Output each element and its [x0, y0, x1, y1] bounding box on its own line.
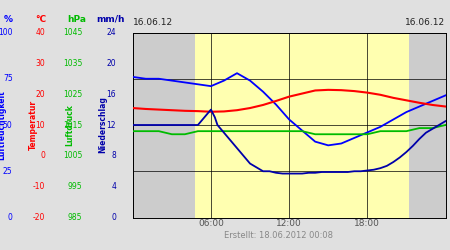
Text: -10: -10 [32, 182, 45, 191]
Text: 40: 40 [35, 28, 45, 37]
Text: 75: 75 [3, 74, 13, 83]
Text: 12: 12 [107, 120, 116, 130]
Text: 995: 995 [68, 182, 82, 191]
Text: 1005: 1005 [63, 151, 82, 160]
Text: 100: 100 [0, 28, 13, 37]
Text: 24: 24 [107, 28, 116, 37]
Text: %: % [4, 15, 13, 24]
Text: 16: 16 [107, 90, 116, 99]
Text: 10: 10 [36, 120, 45, 130]
Text: 8: 8 [111, 151, 116, 160]
Text: 985: 985 [68, 213, 82, 222]
Text: Niederschlag: Niederschlag [99, 96, 108, 154]
Text: 25: 25 [3, 167, 13, 176]
Text: 20: 20 [36, 90, 45, 99]
Text: 1045: 1045 [63, 28, 82, 37]
Text: 0: 0 [111, 213, 116, 222]
Text: Erstellt: 18.06.2012 00:08: Erstellt: 18.06.2012 00:08 [225, 231, 333, 240]
Text: Luftdruck: Luftdruck [65, 104, 74, 146]
Bar [195, 32, 409, 218]
Text: 0: 0 [40, 151, 45, 160]
Text: 1025: 1025 [63, 90, 82, 99]
Text: -20: -20 [32, 213, 45, 222]
Text: Temperatur: Temperatur [29, 100, 38, 150]
Text: 16.06.12: 16.06.12 [133, 18, 173, 27]
Text: 1035: 1035 [63, 59, 82, 68]
Text: 4: 4 [111, 182, 116, 191]
Text: 50: 50 [3, 120, 13, 130]
Text: hPa: hPa [67, 15, 86, 24]
Text: Luftfeuchtigkeit: Luftfeuchtigkeit [0, 90, 6, 160]
Text: 16.06.12: 16.06.12 [405, 18, 446, 27]
Text: mm/h: mm/h [96, 15, 125, 24]
Text: 30: 30 [35, 59, 45, 68]
Text: 20: 20 [107, 59, 116, 68]
Text: 0: 0 [8, 213, 13, 222]
Text: °C: °C [35, 15, 46, 24]
Text: 1015: 1015 [63, 120, 82, 130]
